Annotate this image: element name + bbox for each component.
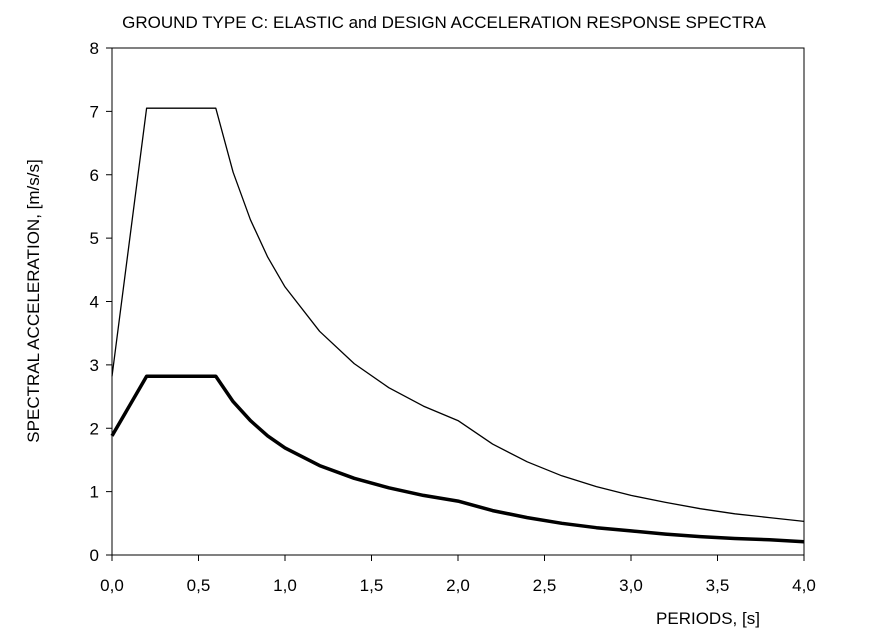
y-tick-label: 2 — [90, 419, 99, 438]
x-tick-label: 4,0 — [792, 576, 816, 595]
x-axis-label: PERIODS, [s] — [656, 609, 760, 628]
x-tick-label: 0,0 — [100, 576, 124, 595]
x-tick-label: 2,0 — [446, 576, 470, 595]
design-spectrum-line — [110, 374, 805, 544]
x-tick-label: 3,0 — [619, 576, 643, 595]
y-axis: 0 1 2 3 4 5 6 7 8 — [90, 39, 112, 565]
x-tick-label: 1,5 — [360, 576, 384, 595]
plot-area-frame — [111, 47, 805, 556]
y-tick-label: 0 — [90, 546, 99, 565]
y-tick-label: 1 — [90, 483, 99, 502]
y-tick-label: 5 — [90, 229, 99, 248]
y-tick-label: 3 — [90, 356, 99, 375]
y-tick-label: 4 — [90, 293, 99, 312]
y-axis-label: SPECTRAL ACCELERATION, [m/s/s] — [24, 159, 43, 442]
series-layer — [110, 107, 805, 544]
x-tick-label: 1,0 — [273, 576, 297, 595]
x-tick-label: 3,5 — [706, 576, 730, 595]
y-tick-label: 8 — [90, 39, 99, 58]
elastic-spectrum-line — [111, 107, 805, 523]
chart-title: GROUND TYPE C: ELASTIC and DESIGN ACCELE… — [122, 13, 766, 32]
x-axis: 0,0 0,5 1,0 1,5 2,0 2,5 3,0 3,5 4,0 — [100, 555, 816, 595]
y-tick-label: 6 — [90, 166, 99, 185]
x-tick-label: 2,5 — [533, 576, 557, 595]
x-tick-label: 0,5 — [187, 576, 211, 595]
y-tick-label: 7 — [90, 102, 99, 121]
